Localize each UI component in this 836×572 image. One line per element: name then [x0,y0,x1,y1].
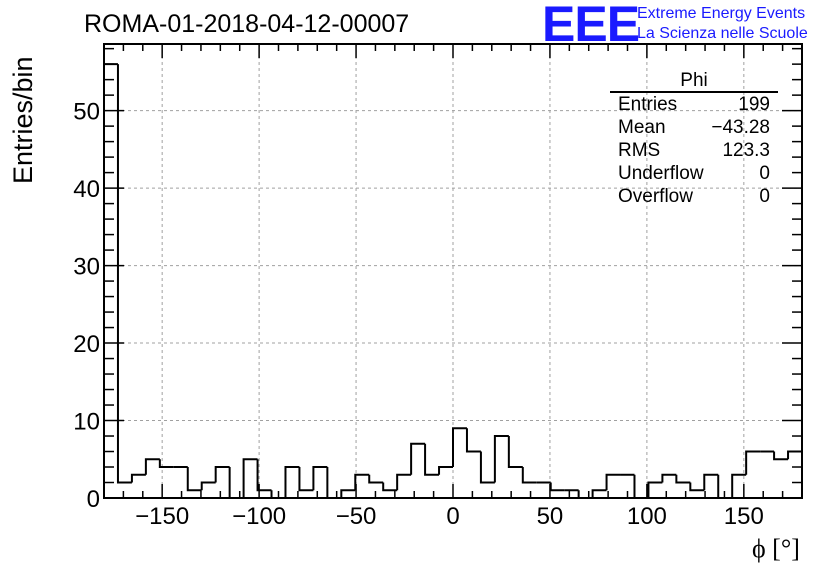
histogram-bin [242,458,258,498]
histogram-bin [368,474,384,484]
grid-layer [104,44,802,498]
stats-label: RMS [618,140,661,161]
x-tick-label: 150 [724,503,764,530]
stats-box-title: Phi [680,70,708,91]
stats-label: Mean [618,117,666,138]
histogram-bin [256,459,272,492]
histogram-bin [158,459,174,469]
x-tick-label: −150 [135,503,189,530]
y-tick-label: 30 [73,254,100,281]
histogram-bin [144,458,160,475]
logo-caption: Extreme Energy Events La Scienza nelle S… [637,4,808,44]
plot-title: ROMA-01-2018-04-12-00007 [84,10,410,38]
histogram-bin [354,473,370,491]
stats-value: 0 [759,186,770,207]
histogram-bin [452,427,467,468]
histogram-bin [717,474,733,499]
y-tick-label: 40 [73,176,100,203]
tick-labels: −150 −100 −50 0 50 100 150 0 10 20 30 40 50 [73,99,764,530]
stats-label: Underflow [618,163,704,184]
histogram-bin [130,473,146,483]
histogram-bin [340,489,356,498]
histogram-bin [703,473,719,491]
histogram-bin [116,64,132,484]
y-tick-label: 10 [73,409,100,436]
y-tick-label: 20 [73,331,100,358]
histogram-bin [605,473,621,491]
histogram-bin [689,482,705,492]
stats-box: Phi Entries 199 Mean −43.28 RMS 123.3 Un… [610,70,778,208]
histogram-bin [647,481,663,498]
stats-value: 123.3 [722,140,770,161]
histogram-bin [424,443,440,476]
histogram-bin [326,467,342,499]
histogram-bin [214,466,230,483]
stats-row-entries: Entries 199 [610,93,778,116]
histogram-bin [186,467,202,492]
histogram-bin [773,451,789,461]
histogram-bin [465,428,481,453]
histogram-bin [745,450,761,475]
axis-ticks [103,44,803,499]
stats-row-mean: Mean −43.28 [610,116,778,139]
histogram-bin [298,467,314,492]
stats-value: 0 [759,163,770,184]
histogram-bin [284,466,300,498]
y-axis-label-text: Entries/bin [8,56,38,184]
x-tick-label: −100 [232,503,286,530]
x-tick-label: 50 [537,503,564,530]
histogram-bin [787,450,802,460]
x-tick-label: −50 [336,503,377,530]
stats-row-rms: RMS 123.3 [610,139,778,162]
histogram-bin [228,467,244,499]
stats-row-underflow: Underflow 0 [610,162,778,185]
histogram-bin [507,436,523,469]
eee-logo: EEE [542,0,640,52]
stats-label: Entries [618,94,678,115]
histogram-bin [493,435,509,483]
y-tick-label: 0 [87,486,100,513]
stats-value: 199 [738,94,770,115]
stats-box-divider [610,91,778,93]
histogram-bin [312,466,328,491]
logo-caption-line2: La Scienza nelle Scuole [637,25,808,42]
histogram-bin [521,467,537,484]
histogram-bin [661,473,677,483]
histogram-bin [410,442,426,475]
histogram-bin [479,451,495,484]
stats-value: −43.28 [711,117,770,138]
histogram-bin [577,490,593,499]
histogram-bin [591,489,607,498]
stats-row-overflow: Overflow 0 [610,185,778,208]
histogram-bin [549,482,565,492]
histogram-bin [438,466,453,475]
stats-label: Overflow [618,186,693,207]
histogram-bin [675,474,691,484]
histogram-bin [396,473,412,491]
histogram-bin [731,473,747,498]
histogram-bin [200,481,216,491]
x-tick-label: 0 [446,503,459,530]
logo-caption-line1: Extreme Energy Events [637,5,806,22]
y-tick-label: 50 [73,99,100,126]
x-tick-label: 100 [627,503,667,530]
x-axis-label: ϕ [°] [752,534,800,563]
histogram-bin [382,482,398,492]
